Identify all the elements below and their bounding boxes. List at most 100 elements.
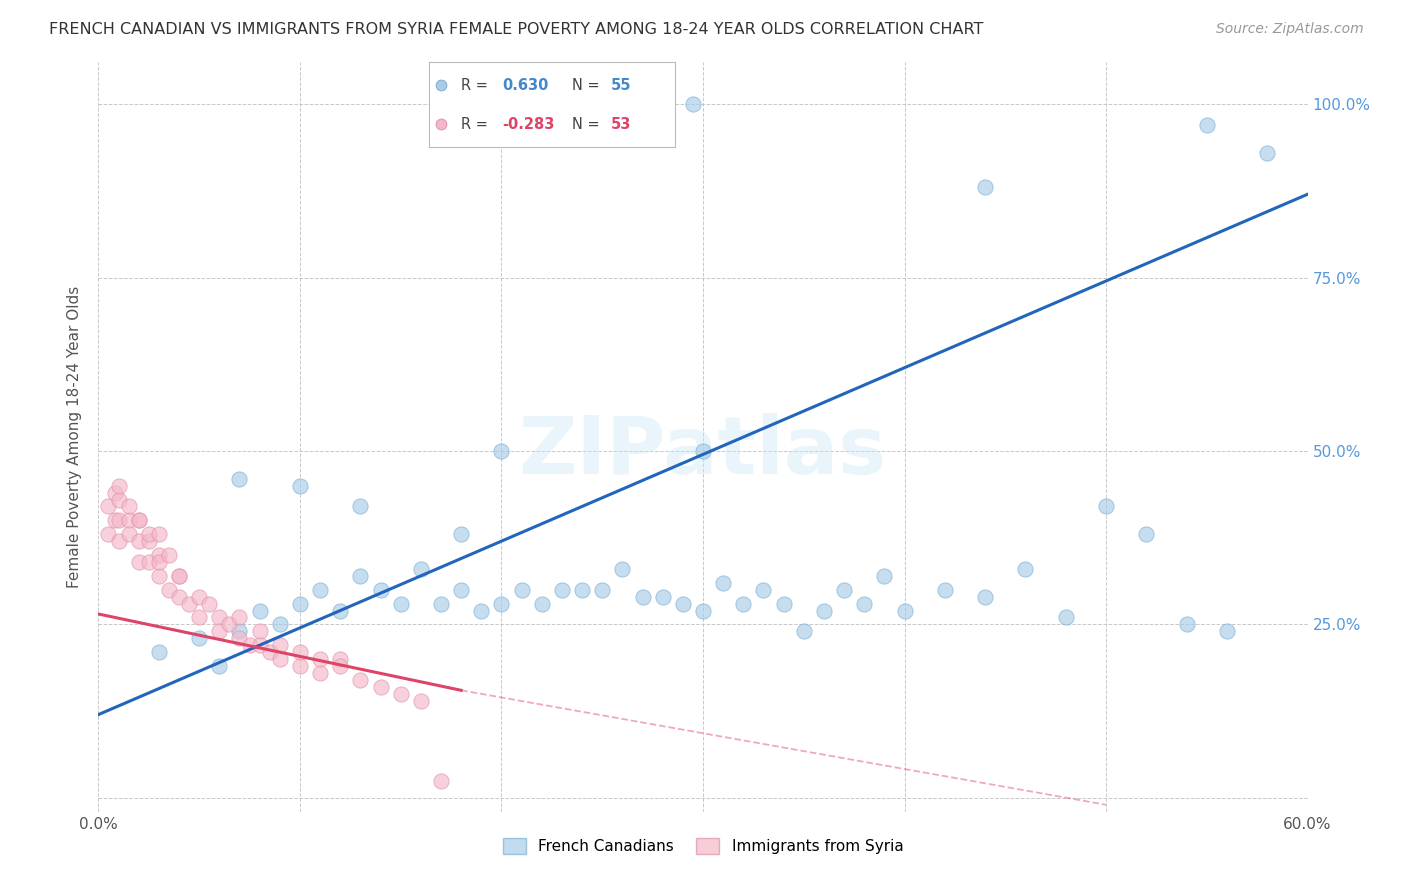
Point — [228, 632, 250, 646]
Point — [218, 617, 240, 632]
Point — [329, 652, 352, 666]
Legend: French Canadians, Immigrants from Syria: French Canadians, Immigrants from Syria — [496, 832, 910, 860]
Point — [118, 500, 141, 514]
Point — [934, 582, 956, 597]
Point — [118, 513, 141, 527]
Point — [1135, 527, 1157, 541]
Point — [208, 659, 231, 673]
Point — [591, 582, 613, 597]
Point — [288, 478, 311, 492]
Point — [389, 597, 412, 611]
Point — [1175, 617, 1198, 632]
Point — [1216, 624, 1239, 639]
Point — [772, 597, 794, 611]
Point — [249, 638, 271, 652]
Point — [1054, 610, 1077, 624]
Point — [974, 590, 997, 604]
Point — [288, 659, 311, 673]
Point — [329, 603, 352, 617]
Point — [530, 597, 553, 611]
Point — [148, 569, 170, 583]
Point — [309, 665, 332, 680]
Point — [259, 645, 281, 659]
Text: R =: R = — [461, 78, 492, 93]
Point — [103, 485, 125, 500]
Text: ZIPatlas: ZIPatlas — [519, 413, 887, 491]
Point — [107, 513, 129, 527]
Point — [97, 500, 120, 514]
Point — [409, 562, 432, 576]
Point — [188, 590, 211, 604]
Y-axis label: Female Poverty Among 18-24 Year Olds: Female Poverty Among 18-24 Year Olds — [67, 286, 83, 588]
Point — [974, 180, 997, 194]
Point — [228, 472, 250, 486]
Point — [370, 582, 392, 597]
Point — [128, 534, 150, 549]
Point — [148, 527, 170, 541]
Point — [450, 582, 472, 597]
Point — [167, 569, 190, 583]
Point — [349, 500, 371, 514]
Point — [692, 603, 714, 617]
Point — [97, 527, 120, 541]
Text: Source: ZipAtlas.com: Source: ZipAtlas.com — [1216, 22, 1364, 37]
Point — [813, 603, 835, 617]
Point — [409, 694, 432, 708]
Point — [148, 548, 170, 562]
Point — [470, 603, 492, 617]
Point — [510, 582, 533, 597]
Point — [107, 534, 129, 549]
Point — [128, 513, 150, 527]
Point — [138, 555, 160, 569]
Point — [228, 610, 250, 624]
Point — [329, 659, 352, 673]
Point — [1256, 145, 1278, 160]
Text: FRENCH CANADIAN VS IMMIGRANTS FROM SYRIA FEMALE POVERTY AMONG 18-24 YEAR OLDS CO: FRENCH CANADIAN VS IMMIGRANTS FROM SYRIA… — [49, 22, 984, 37]
Point — [179, 597, 201, 611]
Point — [208, 610, 231, 624]
Text: 55: 55 — [610, 78, 631, 93]
Point — [239, 638, 262, 652]
Point — [551, 582, 574, 597]
Point — [228, 624, 250, 639]
Point — [249, 624, 271, 639]
Point — [103, 513, 125, 527]
Text: 53: 53 — [610, 117, 631, 132]
Point — [389, 687, 412, 701]
Point — [1095, 500, 1118, 514]
Point — [309, 652, 332, 666]
Text: R =: R = — [461, 117, 492, 132]
Point — [893, 603, 915, 617]
Point — [873, 569, 896, 583]
Point — [118, 527, 141, 541]
Point — [1014, 562, 1036, 576]
Text: -0.283: -0.283 — [503, 117, 555, 132]
Point — [157, 582, 180, 597]
Point — [491, 444, 513, 458]
Point — [430, 597, 453, 611]
Point — [349, 673, 371, 687]
Point — [157, 548, 180, 562]
Point — [853, 597, 876, 611]
Point — [269, 638, 291, 652]
Point — [107, 492, 129, 507]
Point — [793, 624, 815, 639]
Point — [752, 582, 775, 597]
Point — [138, 527, 160, 541]
Point — [430, 117, 453, 131]
Point — [198, 597, 221, 611]
Point — [167, 590, 190, 604]
Point — [107, 478, 129, 492]
Point — [349, 569, 371, 583]
Text: 0.630: 0.630 — [503, 78, 548, 93]
Point — [682, 97, 704, 112]
Point — [208, 624, 231, 639]
Point — [651, 590, 673, 604]
Point — [128, 513, 150, 527]
Point — [188, 610, 211, 624]
Point — [269, 652, 291, 666]
Text: N =: N = — [571, 78, 603, 93]
Point — [631, 590, 654, 604]
Point — [148, 555, 170, 569]
Point — [571, 582, 593, 597]
